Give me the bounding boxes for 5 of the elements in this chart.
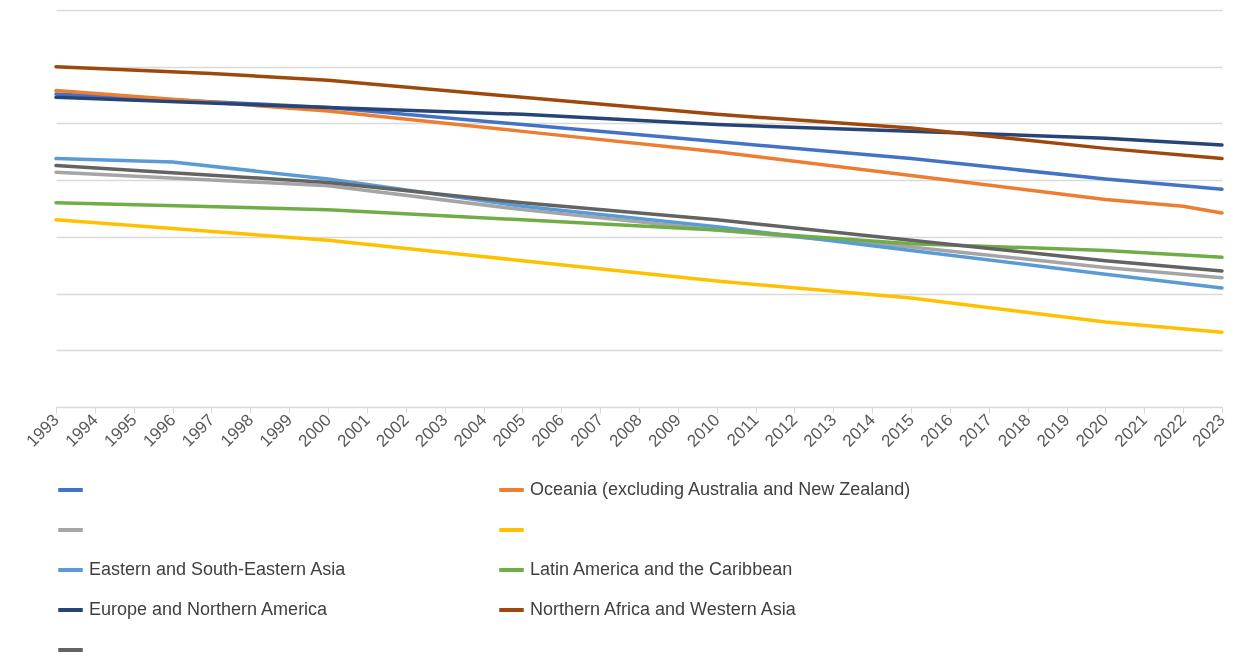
legend-label: Latin America and the Caribbean [530,559,793,579]
legend-label: Northern Africa and Western Asia [530,599,797,619]
legend-label: Europe and Northern America [89,599,329,619]
legend-label: Eastern and South-Eastern Asia [89,559,347,579]
legend-label: Oceania (excluding Australia and New Zealand) [530,479,911,499]
